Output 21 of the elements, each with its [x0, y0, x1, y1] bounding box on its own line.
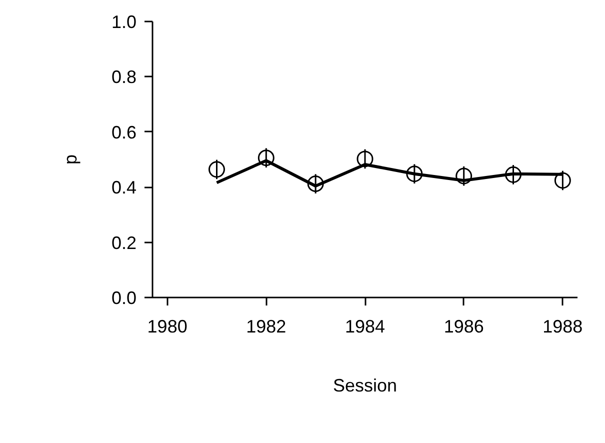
- point: [505, 166, 522, 183]
- x-tick-label: 1984: [344, 316, 386, 336]
- y-tick-label: 0.8: [111, 67, 137, 88]
- point: [406, 166, 423, 182]
- x-tick-label: 1986: [444, 316, 484, 336]
- y-tick-label: 0.6: [111, 122, 137, 142]
- x-tick-label: 1982: [246, 316, 286, 336]
- point: [208, 161, 225, 178]
- point: [307, 176, 324, 192]
- x-tick-label: 1988: [542, 316, 583, 336]
- x-tick-label: 1980: [147, 316, 188, 336]
- point: [554, 172, 571, 189]
- y-tick-label: 0.4: [111, 178, 137, 198]
- y-tick-label: 0.0: [111, 288, 137, 308]
- point: [356, 150, 374, 168]
- y-tick-label: 1.0: [111, 12, 137, 32]
- y-tick-label: 0.2: [111, 232, 137, 253]
- point: [456, 168, 472, 184]
- point: [258, 150, 274, 166]
- x-axis-title: Session: [332, 376, 398, 396]
- y-axis-title: p: [60, 154, 80, 165]
